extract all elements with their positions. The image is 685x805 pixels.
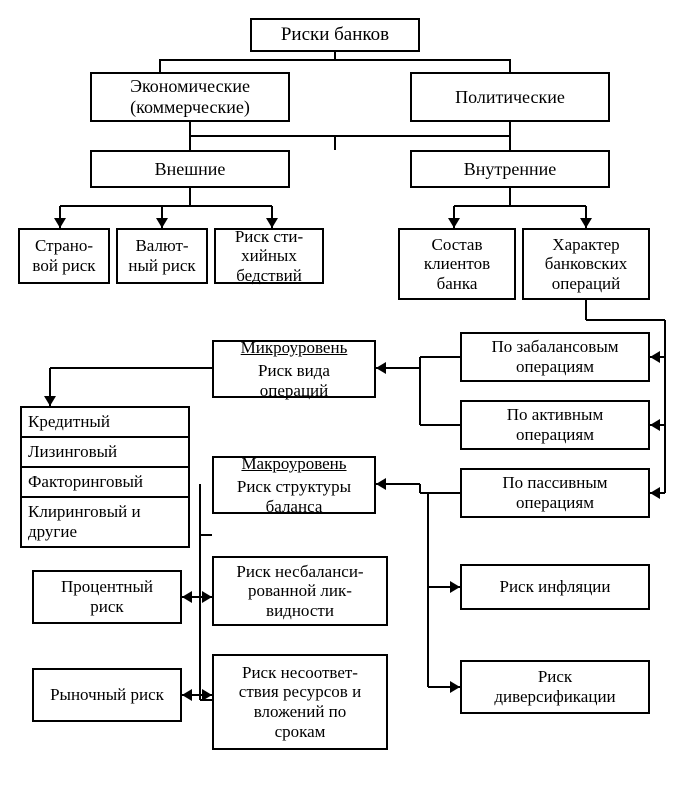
node-mismatch: Риск несоответ-ствия ресурсов ивложений … xyxy=(212,654,388,750)
node-inflation: Риск инфляции xyxy=(460,564,650,610)
node-label: Характербанковскихопераций xyxy=(541,233,632,296)
node-label: Риск сти-хийныхбедствий xyxy=(231,225,307,288)
node-passive: По пассивнымоперациям xyxy=(460,468,650,518)
credit-list-row: Лизинговый xyxy=(22,438,188,468)
node-subtitle: Риск структурыбаланса xyxy=(233,475,355,518)
node-label: Внешние xyxy=(151,157,230,182)
node-label: Рискдиверсификации xyxy=(490,665,619,708)
node-root: Риски банков xyxy=(250,18,420,52)
node-interest: Процентныйриск xyxy=(32,570,182,624)
node-liquidity: Риск несбаланси-рованной лик-видности xyxy=(212,556,388,626)
node-active: По активнымоперациям xyxy=(460,400,650,450)
node-title: Макроуровень xyxy=(237,452,350,476)
credit-list-row: Клиринговый идругие xyxy=(22,498,188,546)
node-title: Микроуровень xyxy=(237,336,352,360)
diagram-stage: Риски банков Экономические(коммерческие) П… xyxy=(0,0,685,805)
node-label: Рыночный риск xyxy=(46,683,168,707)
node-label: Риск инфляции xyxy=(496,575,615,599)
node-divers: Рискдиверсификации xyxy=(460,660,650,714)
credit-list-row: Факторинговый xyxy=(22,468,188,498)
node-label: Политические xyxy=(451,85,569,110)
node-disaster: Риск сти-хийныхбедствий xyxy=(214,228,324,284)
node-label: Страно-вой риск xyxy=(28,234,99,277)
node-macro: МакроуровеньРиск структурыбаланса xyxy=(212,456,376,514)
node-label: Риск несоответ-ствия ресурсов ивложений … xyxy=(235,661,365,743)
node-polit: Политические xyxy=(410,72,610,122)
node-label: Процентныйриск xyxy=(57,575,157,618)
node-offbalance: По забалансовымоперациям xyxy=(460,332,650,382)
node-clients: Составклиентовбанка xyxy=(398,228,516,300)
node-micro: МикроуровеньРиск видаопераций xyxy=(212,340,376,398)
node-market: Рыночный риск xyxy=(32,668,182,722)
node-econ: Экономические(коммерческие) xyxy=(90,72,290,122)
credit-list-row: Кредитный xyxy=(22,408,188,438)
node-label: По пассивнымоперациям xyxy=(498,471,611,514)
node-label: Внутренние xyxy=(460,157,561,182)
node-label: Составклиентовбанка xyxy=(420,233,494,296)
node-label: По забалансовымоперациям xyxy=(487,335,622,378)
node-external: Внешние xyxy=(90,150,290,188)
node-label: Валют-ный риск xyxy=(124,234,199,277)
node-charops: Характербанковскихопераций xyxy=(522,228,650,300)
node-label: Риски банков xyxy=(277,22,393,48)
node-label: По активнымоперациям xyxy=(503,403,607,446)
credit-list: КредитныйЛизинговыйФакторинговыйКлиринго… xyxy=(20,406,190,548)
node-internal: Внутренние xyxy=(410,150,610,188)
node-subtitle: Риск видаопераций xyxy=(254,359,334,402)
node-label: Экономические(коммерческие) xyxy=(126,74,254,119)
node-currency: Валют-ный риск xyxy=(116,228,208,284)
node-country: Страно-вой риск xyxy=(18,228,110,284)
node-label: Риск несбаланси-рованной лик-видности xyxy=(232,560,367,623)
